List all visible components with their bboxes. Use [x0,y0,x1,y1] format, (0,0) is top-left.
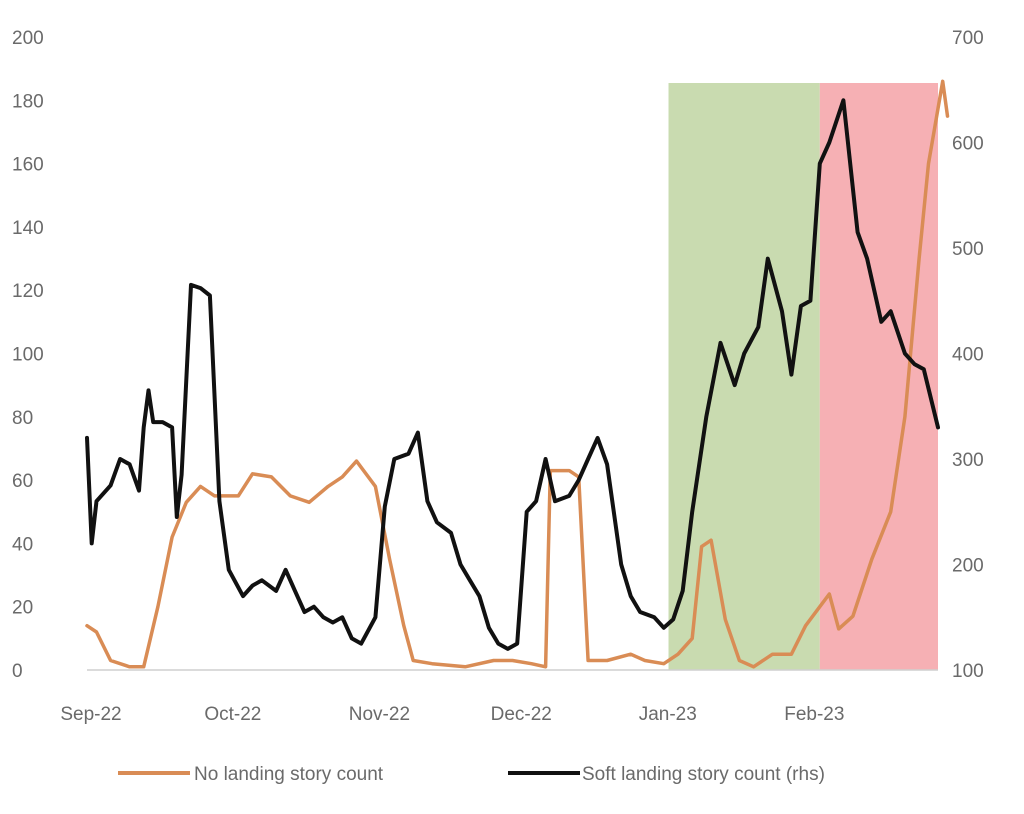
left-y-tick-label: 120 [12,281,44,302]
right-y-tick-label: 700 [952,28,984,49]
left-y-tick-label: 0 [12,661,23,682]
x-tick-label: Sep-22 [60,704,121,725]
left-y-tick-label: 100 [12,345,44,366]
series-line-no-landing [85,79,950,669]
legend-label: No landing story count [194,764,384,785]
left-y-tick-label: 60 [12,471,33,492]
x-tick-label: Oct-22 [204,704,261,725]
legend: No landing story count Soft landing story… [118,764,825,785]
left-y-tick-label: 140 [12,218,44,239]
right-y-tick-label: 500 [952,239,984,260]
right-y-tick-label: 600 [952,134,984,155]
left-y-tick-label: 40 [12,534,33,555]
shaded-regions [668,83,938,670]
series-line-soft-landing [85,98,940,651]
right-y-tick-label: 300 [952,450,984,471]
left-y-tick-label: 160 [12,155,44,176]
right-y-tick-label: 100 [952,661,984,682]
right-y-tick-label: 400 [952,345,984,366]
right-y-axis: 100 200 300 400 500 600 700 [952,28,984,682]
left-y-tick-label: 20 [12,598,33,619]
x-tick-label: Dec-22 [491,704,552,725]
left-y-tick-label: 180 [12,91,44,112]
left-y-axis: 0 20 40 60 80 100 120 140 160 180 200 [12,28,44,682]
x-tick-label: Jan-23 [639,704,697,725]
series-lines [85,79,950,669]
left-y-tick-label: 80 [12,408,33,429]
shaded-region-1 [668,83,820,670]
left-y-tick-label: 200 [12,28,44,49]
right-y-tick-label: 200 [952,556,984,577]
x-tick-label: Feb-23 [784,704,844,725]
x-tick-label: Nov-22 [349,704,410,725]
legend-label: Soft landing story count (rhs) [582,764,825,785]
shaded-region-2 [819,83,938,670]
x-axis-ticks: Sep-22 Oct-22 Nov-22 Dec-22 Jan-23 Feb-23 [60,704,844,725]
